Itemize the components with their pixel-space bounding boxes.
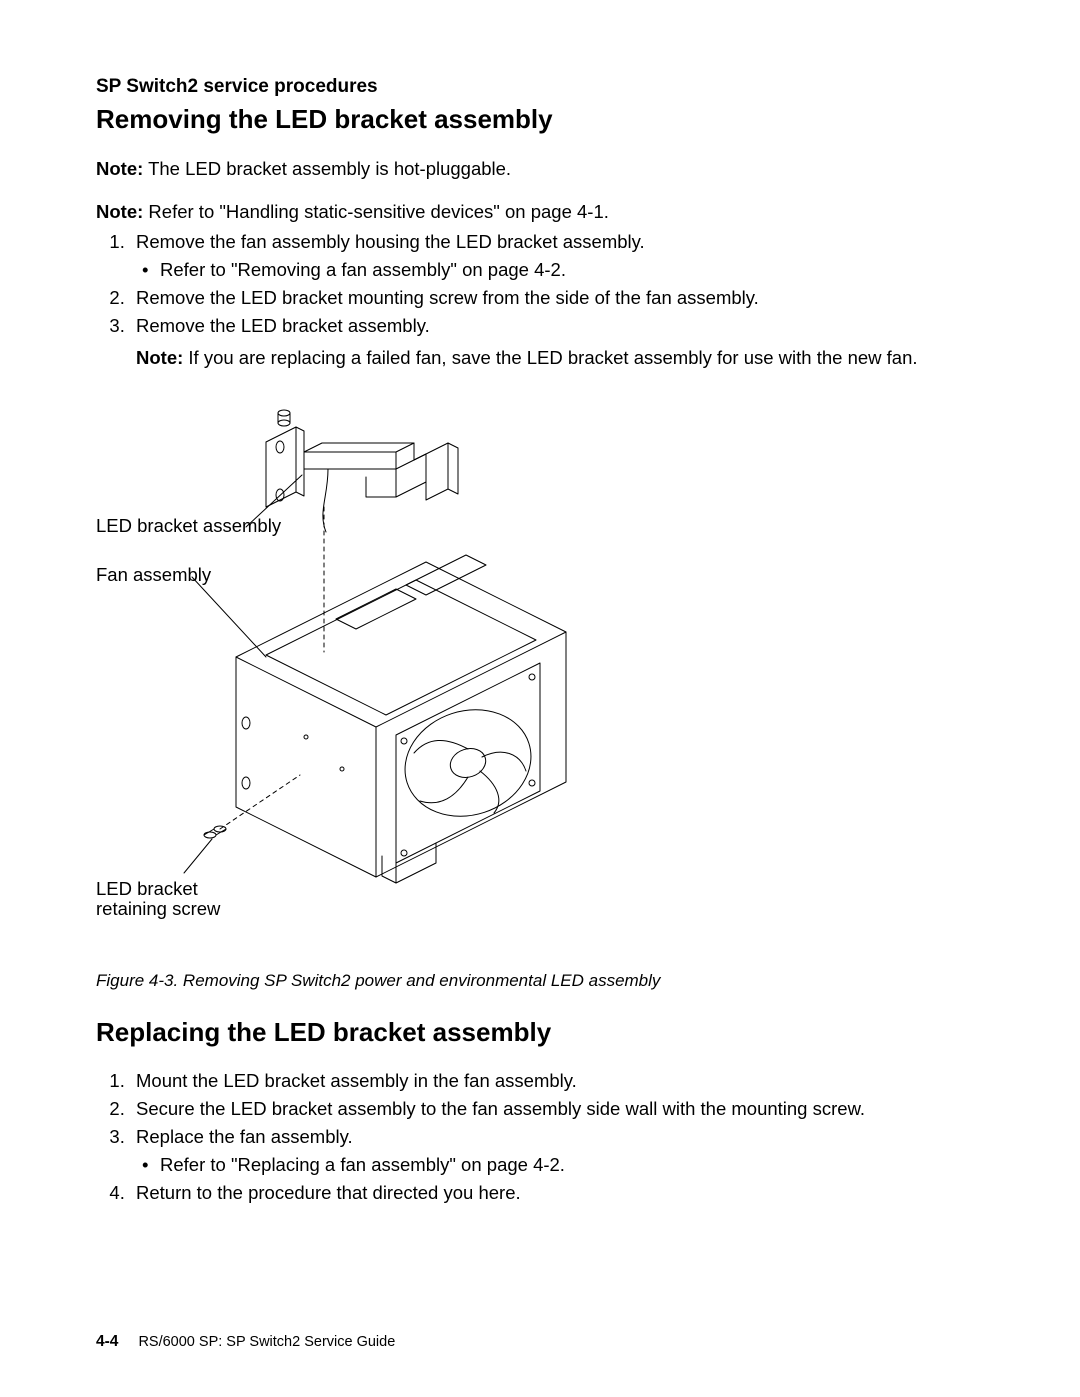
callout-fan-assembly: Fan assembly bbox=[96, 564, 212, 585]
led-bracket-part bbox=[266, 397, 458, 532]
list-item: Remove the fan assembly housing the LED … bbox=[130, 231, 984, 281]
list-item: Return to the procedure that directed yo… bbox=[130, 1182, 984, 1204]
note-text: If you are replacing a failed fan, save … bbox=[183, 347, 917, 368]
note-static: Note: Refer to "Handling static-sensitiv… bbox=[96, 200, 984, 225]
list-item: Refer to "Removing a fan assembly" on pa… bbox=[160, 259, 984, 281]
page-number: 4-4 bbox=[96, 1333, 118, 1350]
page-footer: 4-4 RS/6000 SP: SP Switch2 Service Guide bbox=[96, 1333, 395, 1351]
section-label: SP Switch2 service procedures bbox=[96, 76, 984, 98]
fan-assembly-part bbox=[236, 555, 566, 883]
list-item: Refer to "Replacing a fan assembly" on p… bbox=[160, 1154, 984, 1176]
heading-replacing: Replacing the LED bracket assembly bbox=[96, 1017, 984, 1048]
document-page: SP Switch2 service procedures Removing t… bbox=[0, 0, 1080, 1397]
retaining-screw-part bbox=[204, 826, 226, 838]
callout-led-bracket: LED bracket assembly bbox=[96, 515, 282, 536]
step-text: Remove the fan assembly housing the LED … bbox=[136, 231, 645, 252]
callout-screw-line2: retaining screw bbox=[96, 898, 221, 919]
list-item: Mount the LED bracket assembly in the fa… bbox=[130, 1070, 984, 1092]
callout-screw-line1: LED bracket bbox=[96, 878, 198, 899]
replacing-steps: Mount the LED bracket assembly in the fa… bbox=[96, 1070, 984, 1204]
sub-bullets: Refer to "Replacing a fan assembly" on p… bbox=[136, 1154, 984, 1176]
step-text: Remove the LED bracket assembly. bbox=[136, 315, 430, 336]
note-label: Note: bbox=[96, 201, 143, 222]
figure-caption: Figure 4-3. Removing SP Switch2 power an… bbox=[96, 971, 984, 991]
list-item: Secure the LED bracket assembly to the f… bbox=[130, 1098, 984, 1120]
book-title: RS/6000 SP: SP Switch2 Service Guide bbox=[138, 1334, 395, 1350]
sub-bullets: Refer to "Removing a fan assembly" on pa… bbox=[136, 259, 984, 281]
removing-steps: Remove the fan assembly housing the LED … bbox=[96, 231, 984, 369]
list-item: Replace the fan assembly. Refer to "Repl… bbox=[130, 1126, 984, 1176]
inline-note: Note: If you are replacing a failed fan,… bbox=[136, 347, 984, 369]
note-label: Note: bbox=[136, 347, 183, 368]
list-item: Remove the LED bracket assembly. Note: I… bbox=[130, 315, 984, 369]
technical-diagram-svg: LED bracket assembly Fan assembly LED br… bbox=[96, 397, 656, 957]
heading-removing: Removing the LED bracket assembly bbox=[96, 104, 984, 135]
step-text: Replace the fan assembly. bbox=[136, 1126, 353, 1147]
note-label: Note: bbox=[96, 158, 143, 179]
note-hot-pluggable: Note: The LED bracket assembly is hot-pl… bbox=[96, 157, 984, 182]
note-text: The LED bracket assembly is hot-pluggabl… bbox=[143, 158, 511, 179]
figure-led-bracket: LED bracket assembly Fan assembly LED br… bbox=[96, 397, 984, 991]
list-item: Remove the LED bracket mounting screw fr… bbox=[130, 287, 984, 309]
note-text: Refer to "Handling static-sensitive devi… bbox=[143, 201, 609, 222]
